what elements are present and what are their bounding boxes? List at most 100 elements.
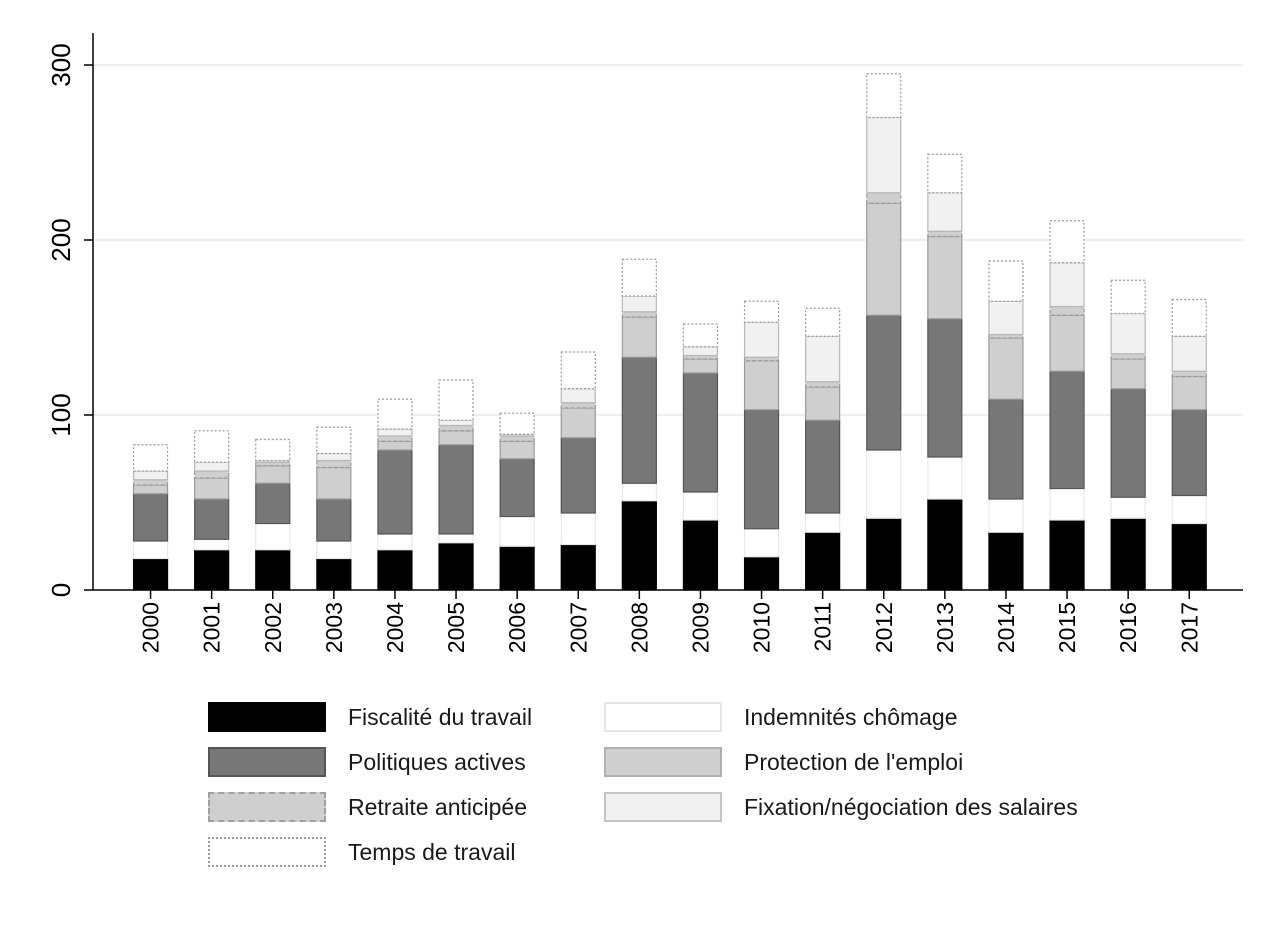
- bar-segment-1-2015: [1049, 519, 1085, 591]
- bar-segment-2-2008: [621, 482, 657, 502]
- bar-segment-3-2006: [499, 458, 535, 518]
- x-tick-label: 2009: [687, 602, 713, 653]
- bar-segment-1-2009: [682, 519, 719, 591]
- bar-segment-4-2017: [1171, 375, 1207, 411]
- x-tick-label: 2014: [993, 602, 1019, 653]
- bar-segment-3-2001: [194, 498, 230, 540]
- bar-segment-7-2007: [560, 351, 596, 390]
- legend-label: Protection de l'emploi: [744, 748, 964, 775]
- bar-segment-3-2017: [1171, 409, 1207, 497]
- bar-segment-3-2016: [1110, 388, 1146, 498]
- legend-item-politiques: Politiques actives: [208, 745, 526, 779]
- bar-segment-1-2001: [194, 549, 230, 591]
- bar-segment-6-2000: [132, 470, 169, 481]
- bar-segment-7-2000: [132, 444, 169, 472]
- bar-segment-7-2014: [988, 260, 1024, 302]
- bar-segment-7-2001: [194, 430, 230, 463]
- bar-segment-7-2012: [866, 73, 902, 119]
- bar-segment-4-2004: [377, 440, 413, 451]
- bar-segment-7-2016: [1110, 279, 1146, 315]
- bar-segment-3-2012: [866, 314, 902, 451]
- legend-item-fiscalite: Fiscalité du travail: [208, 700, 532, 734]
- bar-segment-1-2007: [560, 543, 596, 591]
- bar-segment-5-2005: [438, 424, 474, 432]
- bar-segment-6-2001: [194, 461, 230, 472]
- bar-segment-2-2004: [377, 533, 413, 551]
- bar-segment-7-2004: [377, 398, 413, 430]
- bar-segment-4-2014: [988, 337, 1024, 400]
- y-tick-label: 200: [46, 218, 76, 261]
- bar-segment-5-2009: [682, 354, 719, 360]
- bar-segment-1-2017: [1171, 522, 1207, 591]
- bar-segment-5-2011: [805, 381, 841, 388]
- x-tick-label: 2017: [1176, 602, 1202, 653]
- bar-segment-4-2015: [1049, 314, 1085, 372]
- bar-segment-4-2007: [560, 407, 596, 439]
- y-tick-label: 300: [46, 43, 76, 86]
- x-tick-label: 2001: [199, 602, 225, 653]
- bar-segment-2-2012: [866, 449, 902, 519]
- bar-segment-5-2015: [1049, 305, 1085, 316]
- bar-segment-6-2015: [1049, 262, 1085, 308]
- x-tick-label: 2006: [504, 602, 530, 653]
- bar-segment-7-2003: [316, 426, 352, 455]
- x-tick-label: 2004: [382, 602, 408, 653]
- legend-item-indemnites: Indemnités chômage: [604, 700, 958, 734]
- bar-segment-6-2014: [988, 300, 1024, 336]
- legend-swatch-temps: [208, 837, 326, 867]
- bar-segment-5-2010: [743, 356, 780, 362]
- bar-segment-1-2010: [743, 556, 780, 591]
- bar-segment-5-2012: [866, 192, 902, 204]
- bar-segment-5-2000: [132, 479, 169, 486]
- bar-segment-4-2000: [132, 484, 169, 495]
- x-tick-label: 2000: [138, 602, 164, 653]
- bar-segment-4-2013: [927, 235, 963, 320]
- bar-segment-6-2013: [927, 192, 963, 232]
- bar-segment-1-2014: [988, 531, 1024, 591]
- bar-segment-5-2017: [1171, 370, 1207, 378]
- bar-segment-7-2015: [1049, 220, 1085, 264]
- bar-segment-4-2009: [682, 358, 719, 374]
- legend-item-temps: Temps de travail: [208, 835, 515, 869]
- legend-swatch-fiscalite: [208, 702, 326, 732]
- bar-segment-7-2006: [499, 412, 535, 435]
- bar-segment-1-2008: [621, 500, 657, 591]
- bar-segment-2-2011: [805, 512, 841, 533]
- bar-segment-5-2013: [927, 230, 963, 238]
- legend-label: Fiscalité du travail: [348, 703, 533, 730]
- bar-segment-4-2008: [621, 316, 657, 358]
- bar-segment-3-2000: [132, 493, 169, 542]
- x-tick-label: 2016: [1115, 602, 1141, 653]
- bar-segment-3-2015: [1049, 370, 1085, 490]
- bar-segment-5-2004: [377, 435, 413, 442]
- y-tick-label: 0: [46, 583, 76, 597]
- legend-label: Temps de travail: [348, 838, 516, 865]
- legend-swatch-protection: [604, 747, 722, 777]
- bar-segment-5-2006: [499, 435, 535, 442]
- bar-segment-1-2016: [1110, 517, 1146, 591]
- bar-segment-5-2014: [988, 333, 1024, 339]
- bar-segment-7-2008: [621, 258, 657, 297]
- x-tick-label: 2013: [932, 602, 958, 653]
- bar-segment-7-2005: [438, 379, 474, 421]
- bar-segment-7-2013: [927, 153, 963, 194]
- bar-segment-3-2008: [621, 356, 657, 484]
- legend-label: Retraite anticipée: [348, 793, 527, 820]
- bar-segment-2-2000: [132, 540, 169, 560]
- bar-segment-7-2017: [1171, 298, 1207, 337]
- bar-segment-7-2011: [805, 307, 841, 337]
- bar-segment-3-2004: [377, 449, 413, 535]
- legend-label: Indemnités chômage: [744, 703, 958, 730]
- bar-segment-5-2007: [560, 402, 596, 409]
- bar-segment-1-2011: [805, 531, 841, 591]
- bar-segment-5-2002: [255, 461, 291, 467]
- bars: [132, 73, 1207, 591]
- bar-segment-3-2007: [560, 437, 596, 514]
- bar-segment-3-2014: [988, 398, 1024, 500]
- bar-segment-2-2006: [499, 515, 535, 547]
- bar-segment-3-2011: [805, 419, 841, 514]
- bar-segment-1-2003: [316, 557, 352, 591]
- bar-segment-1-2005: [438, 542, 474, 591]
- bar-segment-5-2001: [194, 470, 230, 479]
